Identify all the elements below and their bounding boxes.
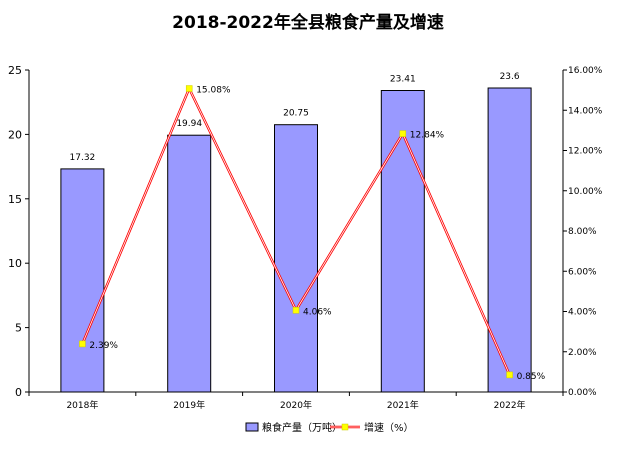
legend-line-label: 增速（%） xyxy=(364,421,414,434)
legend-bar-swatch xyxy=(245,422,259,432)
growth-data-label-2: 4.06% xyxy=(303,307,332,317)
x-tick-label-4: 2022年 xyxy=(494,399,526,411)
legend-bar-label: 粮食产量（万吨） xyxy=(262,421,342,434)
bar-data-label-0: 17.32 xyxy=(70,153,96,163)
bar-data-label-3: 23.41 xyxy=(390,74,416,84)
legend-line-marker xyxy=(341,423,349,431)
growth-marker-4 xyxy=(506,371,513,379)
y-right-tick-label-8: 16.00% xyxy=(568,66,603,76)
x-tick-label-2: 2020年 xyxy=(280,399,312,411)
x-tick-label-3: 2021年 xyxy=(387,399,419,411)
bar-data-label-1: 19.94 xyxy=(176,119,202,129)
bar-4 xyxy=(487,87,532,393)
bar-data-label-4: 23.6 xyxy=(500,72,520,82)
bar-3 xyxy=(380,90,425,393)
growth-data-label-1: 15.08% xyxy=(196,86,231,96)
y-left-tick-label-1: 5 xyxy=(15,322,22,335)
y-right-tick-label-3: 6.00% xyxy=(568,267,597,277)
bar-2 xyxy=(274,124,318,393)
growth-marker-1 xyxy=(185,85,193,92)
y-left-tick-label-0: 0 xyxy=(15,386,22,399)
chart-title: 2018-2022年全县粮食产量及增速 xyxy=(172,12,444,33)
y-right-tick-label-4: 8.00% xyxy=(568,227,597,237)
y-left-tick-label-5: 25 xyxy=(8,64,22,77)
bar-0 xyxy=(60,168,105,393)
bar-1 xyxy=(167,134,212,393)
x-tick-label-1: 2019年 xyxy=(173,399,205,411)
x-tick-label-0: 2018年 xyxy=(66,399,98,411)
y-right-tick-label-5: 10.00% xyxy=(568,187,603,197)
y-right-tick-label-6: 12.00% xyxy=(568,147,603,157)
y-right-tick-label-1: 2.00% xyxy=(568,348,597,358)
growth-data-label-3: 12.84% xyxy=(410,131,445,141)
growth-marker-2 xyxy=(292,307,300,314)
growth-marker-0 xyxy=(79,340,86,348)
bar-data-label-2: 20.75 xyxy=(283,109,309,119)
y-left-tick-label-4: 20 xyxy=(8,128,22,141)
y-left-tick-label-2: 10 xyxy=(8,257,22,270)
growth-marker-3 xyxy=(399,130,407,137)
y-right-tick-label-7: 14.00% xyxy=(568,106,603,116)
growth-data-label-0: 2.39% xyxy=(89,341,118,351)
y-right-tick-label-2: 4.00% xyxy=(568,308,597,318)
y-left-tick-label-3: 15 xyxy=(8,193,22,206)
y-right-tick-label-0: 0.00% xyxy=(568,388,597,398)
growth-data-label-4: 0.85% xyxy=(517,372,546,382)
